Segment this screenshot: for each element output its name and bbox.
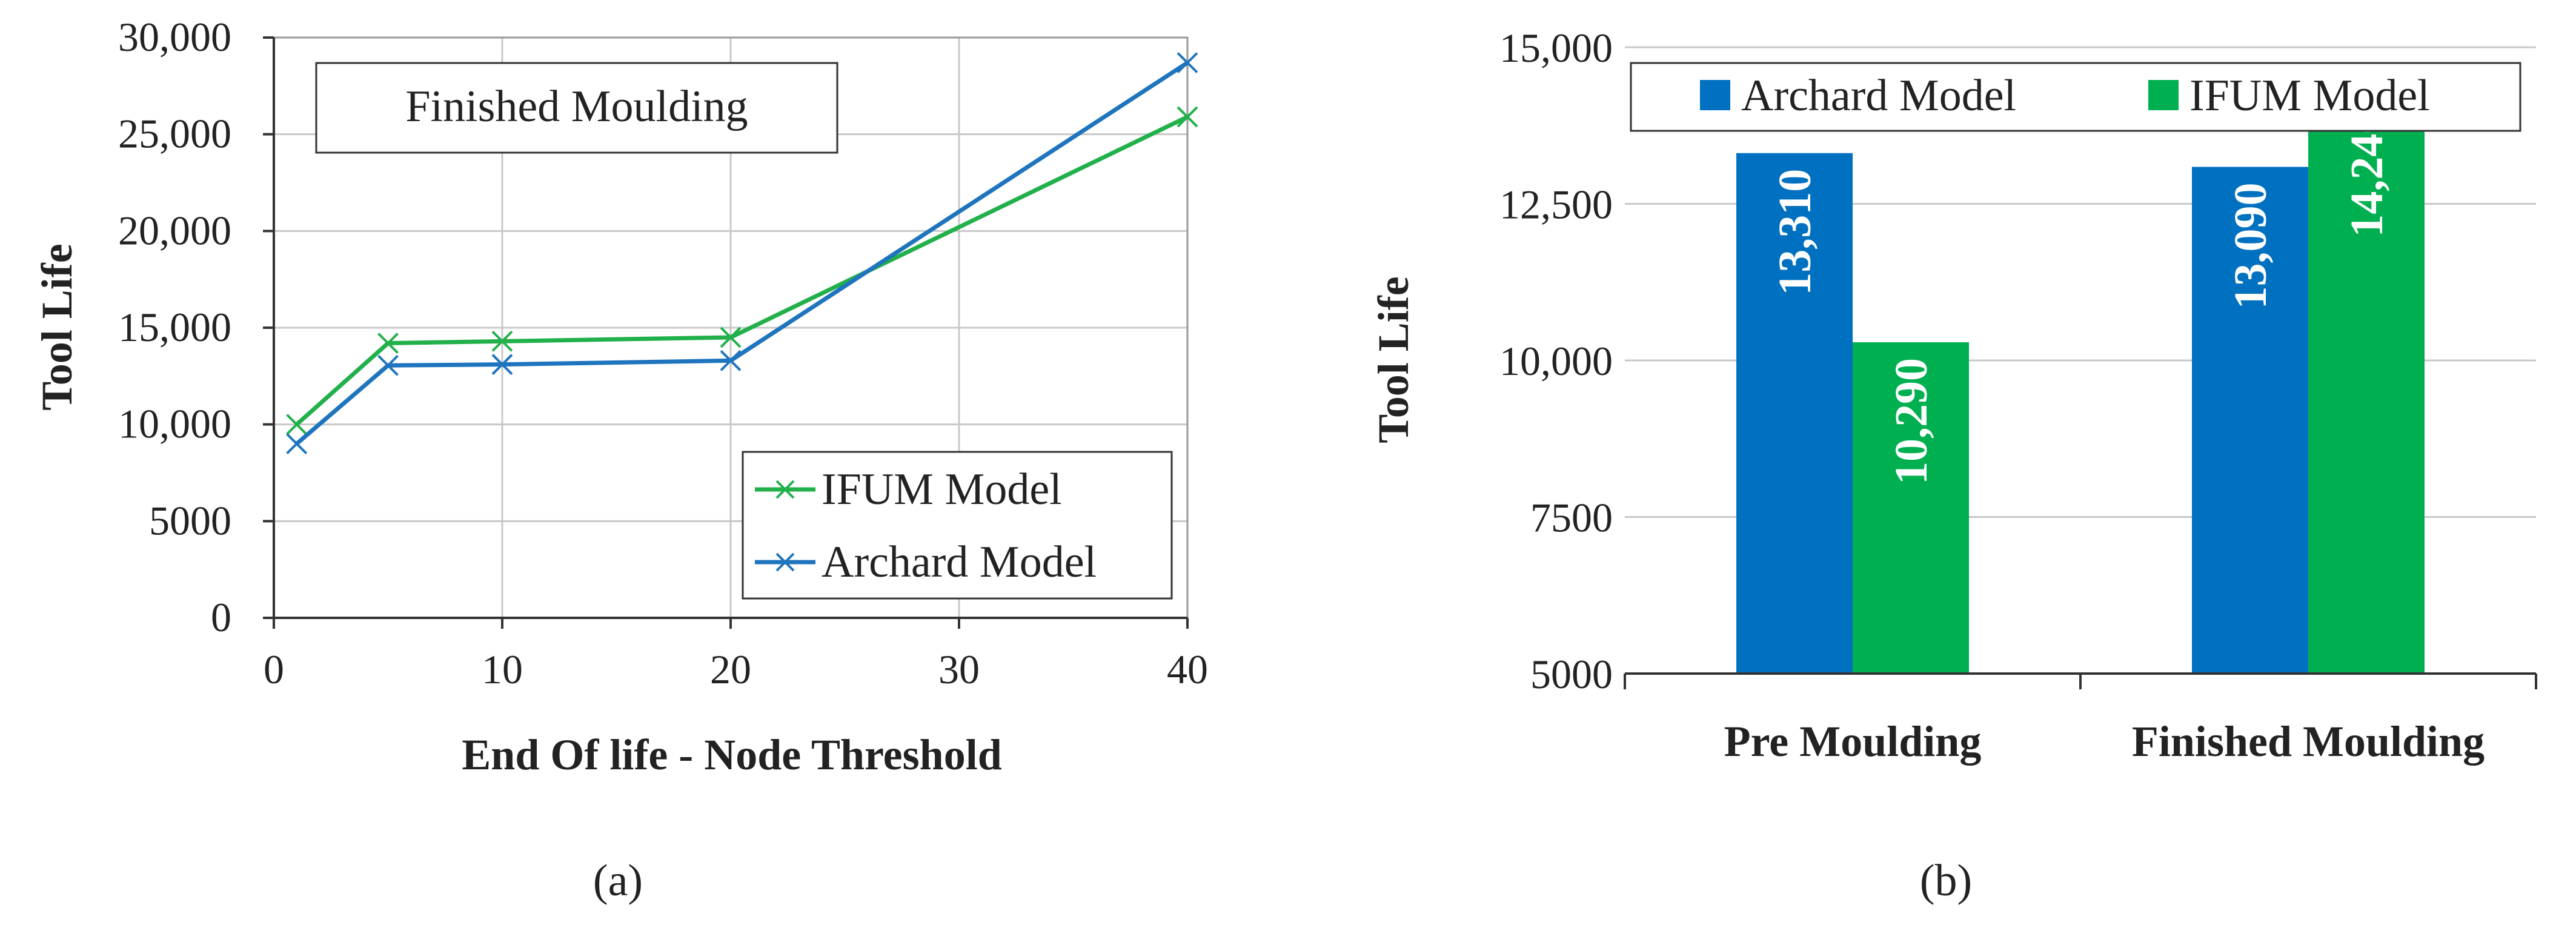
series-line-ifum-model	[295, 114, 1189, 426]
chart-b-y-tick-label: 10,000	[1499, 338, 1613, 384]
chart-a-series	[286, 52, 1198, 455]
bar-archard-model-pre-moulding	[1736, 153, 1853, 674]
chart-b-y-tick-label: 12,500	[1499, 182, 1613, 228]
data-point-archard-model	[1177, 52, 1198, 73]
chart-b-category-labels: Pre Moulding Finished Moulding	[1724, 717, 2485, 766]
chart-a-legend-label-archard: Archard Model	[822, 537, 1097, 587]
chart-b-legend-item-ifum: IFUM Model	[2148, 71, 2430, 121]
bar-archard-model-finished-moulding	[2192, 167, 2308, 674]
chart-a-x-tick-label: 20	[710, 646, 751, 692]
data-point-ifum-model	[286, 414, 308, 436]
category-label-pre-moulding: Pre Moulding	[1724, 717, 1982, 766]
chart-a-x-tick-label: 30	[938, 646, 980, 692]
chart-a-x-tick-label: 0	[264, 646, 284, 692]
data-point-archard-model	[286, 433, 308, 455]
chart-b-caption: (b)	[1920, 856, 1972, 906]
chart-b-y-axis-label: Tool Life	[1369, 276, 1418, 443]
chart-a-legend-item-ifum: IFUM Model	[755, 465, 1062, 514]
chart-a-legend-label-ifum: IFUM Model	[822, 465, 1062, 514]
line-chart-tool-life: 0 5000 10,000 15,000 20,000 25,000 30,000 0 10 2…	[33, 14, 1208, 906]
data-point-ifum-model	[491, 330, 513, 352]
data-label-archard-model-pre-moulding: 13,310	[1770, 169, 1821, 296]
chart-a-y-tick-label: 0	[211, 594, 231, 640]
chart-a-axes	[263, 36, 1189, 629]
category-label-finished-moulding: Finished Moulding	[2132, 717, 2485, 766]
bar-ifum-model-pre-moulding	[1853, 342, 1969, 674]
series-archard-model	[286, 52, 1198, 455]
chart-b-bars	[1736, 94, 2425, 674]
data-point-archard-model	[720, 350, 742, 371]
chart-a-y-tick-label: 5000	[149, 497, 231, 543]
data-point-ifum-model	[720, 326, 742, 348]
chart-a-x-tick-labels: 0 10 20 30 40	[264, 646, 1208, 692]
chart-b-legend: Archard Model IFUM Model	[1630, 62, 2521, 132]
chart-a-y-tick-label: 10,000	[118, 401, 231, 447]
data-point-archard-model	[377, 354, 399, 376]
chart-b-y-tick-label: 15,000	[1499, 25, 1613, 71]
data-label-archard-model-finished-moulding: 13,090	[2225, 182, 2276, 309]
chart-a-y-tick-label: 20,000	[118, 207, 231, 253]
chart-b-legend-item-archard: Archard Model	[1700, 71, 2016, 121]
data-point-ifum-model	[377, 333, 399, 354]
series-ifum-model	[286, 106, 1198, 436]
data-label-ifum-model-pre-moulding: 10,290	[1886, 358, 1937, 485]
chart-a-y-tick-label: 30,000	[118, 14, 231, 60]
bar-ifum-model-finished-moulding	[2308, 94, 2425, 674]
chart-a-y-tick-labels: 0 5000 10,000 15,000 20,000 25,000 30,000	[118, 14, 231, 640]
chart-b-y-tick-labels: 5000 7500 10,000 12,500 15,000	[1499, 25, 1613, 697]
chart-a-y-tick-label: 25,000	[118, 111, 231, 157]
chart-a-x-tick-label: 10	[482, 646, 523, 692]
chart-a-y-tick-label: 15,000	[118, 304, 231, 350]
chart-b-axes	[1624, 672, 2537, 689]
chart-a-x-axis-label: End Of life - Node Threshold	[462, 731, 1002, 779]
chart-b-legend-label-archard: Archard Model	[1741, 71, 2016, 121]
chart-a-title: Finished Moulding	[405, 82, 748, 131]
chart-a-y-axis-label: Tool Life	[33, 244, 81, 410]
chart-b-legend-label-ifum: IFUM Model	[2189, 71, 2430, 121]
data-point-archard-model	[491, 354, 513, 376]
chart-a-caption: (a)	[593, 856, 643, 906]
bar-chart-tool-life: 5000 7500 10,000 12,500 15,000 Pre Moulding F…	[1369, 25, 2537, 906]
chart-a-x-tick-label: 40	[1167, 646, 1208, 692]
data-point-ifum-model	[1177, 106, 1198, 128]
chart-a-legend: IFUM Model Archard Model	[742, 451, 1173, 600]
chart-b-y-tick-label: 5000	[1530, 651, 1613, 697]
chart-a-legend-item-archard: Archard Model	[755, 537, 1097, 587]
chart-a-title-box: Finished Moulding	[315, 62, 838, 154]
chart-b-y-tick-label: 7500	[1530, 495, 1613, 541]
